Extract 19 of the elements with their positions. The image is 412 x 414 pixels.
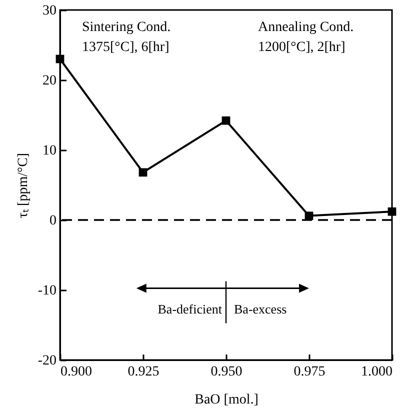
x-tick-label: 0.925 — [128, 364, 160, 380]
y-tick-label: -10 — [38, 284, 56, 298]
x-tick-label: 0.900 — [60, 364, 92, 380]
y-tick-label: -20 — [38, 354, 56, 368]
annotation: Sintering Cond. — [82, 20, 171, 35]
y-tick-label: 30 — [42, 4, 56, 18]
annotation: Annealing Cond. — [258, 20, 354, 35]
x-tick-label: 0.950 — [210, 364, 242, 380]
annotation: Ba-excess — [234, 301, 287, 316]
y-tick-label: 20 — [42, 74, 56, 88]
annotation: Ba-deficient — [158, 301, 222, 316]
x-axis-title: BaO [mol.] — [194, 392, 258, 408]
x-tick-label: 0.975 — [294, 364, 326, 380]
y-tick-label: 0 — [50, 214, 56, 228]
annotation: 1200[°C], 2[hr] — [258, 40, 346, 55]
y-tick-label: 10 — [42, 144, 56, 158]
y-axis-title: τₜ [ppm/°C] — [16, 152, 31, 218]
x-tick-label: 1.000 — [361, 364, 392, 380]
annotation: 1375[°C], 6[hr] — [82, 40, 170, 55]
